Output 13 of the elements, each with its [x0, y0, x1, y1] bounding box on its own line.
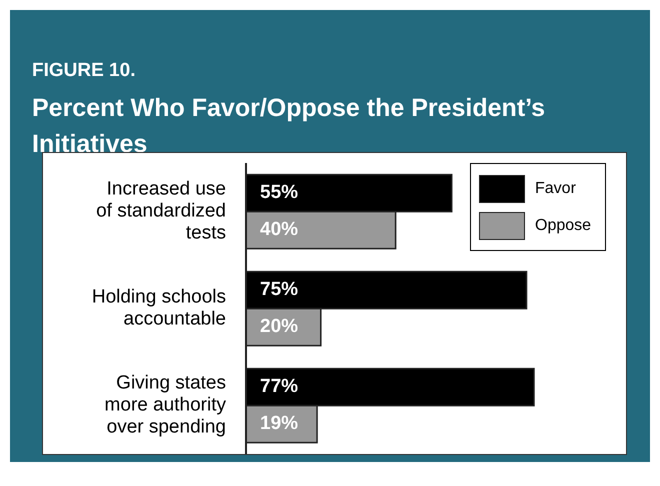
data-label: 75%: [260, 279, 298, 300]
legend-label: Favor: [535, 180, 576, 198]
y-tick-label: Holding schools accountable: [92, 286, 226, 330]
y-tick-label: Increased use of standardized tests: [96, 178, 226, 244]
chart-subtitle: Percent Who Favor/Oppose the President’s Initiatives: [32, 93, 546, 160]
data-label: 19%: [260, 413, 298, 434]
data-label: 40%: [260, 219, 298, 240]
legend-label: Oppose: [535, 216, 592, 234]
data-label: 77%: [260, 376, 298, 398]
y-tick-label: Giving states more authority over spending: [104, 372, 226, 438]
text: FIGURE 10.: [32, 60, 136, 82]
data-label: 55%: [260, 182, 298, 204]
data-label: 20%: [260, 316, 298, 338]
